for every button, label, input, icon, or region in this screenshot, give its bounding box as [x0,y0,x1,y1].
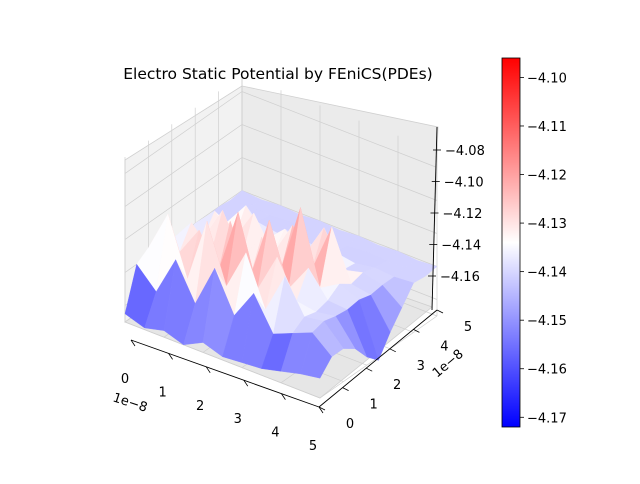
y-tick-label: 1 [369,398,377,413]
colorbar-tick-label: −4.11 [527,120,567,135]
y-tick-label: 2 [393,378,401,393]
z-tick-label: −4.08 [445,144,485,159]
chart-title: Electro Static Potential by FEniCS(PDEs) [123,65,432,83]
z-tick-label: −4.14 [441,239,481,254]
colorbar-tick-label: −4.13 [527,217,567,232]
y-tick-mark [318,406,326,411]
colorbar-tick-label: −4.17 [527,411,567,426]
x-tick-mark [281,393,286,400]
y-tick-label: 4 [440,339,448,354]
y-tick-mark [366,367,373,372]
floor-grid-y [124,321,321,399]
colorbar-gradient [501,57,521,428]
z-tick-label: −4.10 [444,176,484,191]
x-tick-label: 2 [196,399,204,414]
colorbar-tick-label: −4.15 [527,314,567,329]
z-grid-line [124,124,438,207]
axis-lines [130,126,438,408]
x-axis-ticks: 0 1 2 3 4 5 [121,339,324,454]
x-tick-mark [130,339,136,347]
x-tick-mark [318,406,324,414]
z-tick-label: −4.12 [443,207,483,222]
y-tick-mark [436,309,444,314]
y-tick-mark [389,348,396,353]
y-tick-label: 5 [464,320,472,335]
y-tick-label: 3 [417,359,425,374]
colorbar-ticks: −4.17 −4.16 −4.15 −4.14 −4.13 −4.12 −4.11 −4.10 [520,71,567,426]
y-tick-mark [342,387,349,391]
z-axis-line [431,126,438,311]
x-tick-mark [243,379,249,387]
x-tick-mark [205,366,211,374]
colorbar-tick-label: −4.12 [527,169,567,184]
y-tick-label: 0 [346,417,354,432]
colorbar: −4.17 −4.16 −4.15 −4.14 −4.13 −4.12 −4.11 −4.10 [501,57,567,428]
surface-patch [300,332,332,379]
colorbar-tick-label: −4.16 [527,363,567,378]
x-tick-label: 0 [121,372,129,387]
z-axis-ticks: −4.16 −4.14 −4.12 −4.10 −4.08 [428,144,485,285]
y-axis-ticks: 01 2 34 5 [318,309,472,432]
x-axis-line [130,339,320,408]
colorbar-tick-label: −4.14 [527,266,567,281]
z-tick-label: −4.16 [440,270,480,285]
y-tick-mark [413,329,420,333]
x-tick-label: 3 [234,412,242,427]
x-tick-label: 1 [158,385,166,400]
y-axis-line [318,309,438,408]
colorbar-tick-label: −4.10 [527,71,567,86]
z-grid-line [124,157,438,240]
x-tick-label: 4 [271,426,279,441]
x-offset-label: 1e−8 [111,391,149,416]
z-grid-line [124,91,438,174]
x-tick-mark [168,353,173,360]
x-tick-label: 5 [309,439,317,454]
surface [124,190,438,379]
